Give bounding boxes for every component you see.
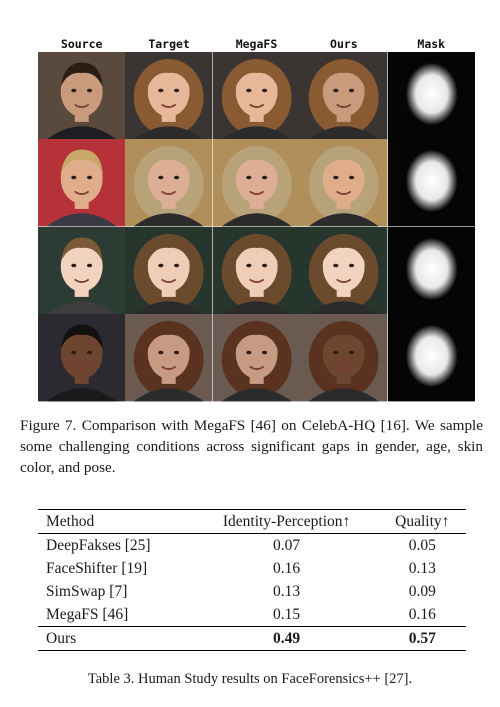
figure-7-grid: Source Target MegaFS Ours Mask — [38, 36, 475, 402]
row-quality: 0.13 — [408, 560, 436, 577]
image-row — [38, 139, 475, 227]
ours-image — [300, 52, 388, 140]
mask-image — [387, 52, 475, 140]
source-image — [38, 314, 126, 402]
header-method: Method — [46, 513, 95, 530]
table-row-ours: Ours 0.49 0.57 — [38, 626, 466, 651]
row-quality: 0.16 — [408, 606, 436, 623]
ours-image — [300, 314, 388, 402]
results-table: Method Identity-Perception↑ Quality↑ Dee… — [38, 509, 466, 651]
header-quality: Quality↑ — [395, 513, 450, 530]
megafs-image — [212, 226, 301, 315]
image-row — [38, 226, 475, 315]
target-image — [125, 314, 213, 402]
source-image — [38, 226, 126, 315]
ours-method: Ours — [46, 630, 77, 647]
column-header-megafs: MegaFS — [235, 37, 278, 51]
target-image — [125, 139, 213, 227]
row-quality: 0.05 — [408, 537, 436, 554]
ours-image — [300, 139, 388, 227]
image-row — [38, 52, 475, 140]
table-row: SimSwap [7] 0.13 0.09 — [38, 580, 466, 603]
row-method: SimSwap [7] — [46, 583, 128, 600]
mask-image — [387, 226, 475, 315]
megafs-image — [212, 314, 301, 402]
row-identity: 0.13 — [272, 583, 301, 600]
header-identity: Identity-Perception↑ — [222, 513, 351, 530]
row-method: FaceShifter [19] — [46, 560, 148, 577]
table-row: MegaFS [46] 0.15 0.16 — [38, 603, 466, 627]
figure-7-label: Figure 7. — [20, 417, 77, 434]
table-row: FaceShifter [19] 0.16 0.13 — [38, 557, 466, 580]
figure-7-caption: Figure 7. Comparison with MegaFS [46] on… — [20, 415, 483, 478]
source-image — [38, 52, 126, 140]
megafs-image — [212, 52, 301, 140]
image-row — [38, 314, 475, 402]
row-identity: 0.15 — [272, 606, 301, 623]
table-header-row: Method Identity-Perception↑ Quality↑ — [38, 509, 466, 534]
row-method: DeepFakses [25] — [46, 537, 151, 554]
row-identity: 0.07 — [272, 537, 301, 554]
row-identity: 0.16 — [272, 560, 301, 577]
figure-7-text: Comparison with MegaFS [46] on CelebA-HQ… — [20, 417, 484, 476]
ours-identity: 0.49 — [272, 630, 301, 647]
row-method: MegaFS [46] — [46, 606, 129, 623]
source-image — [38, 139, 126, 227]
target-image — [125, 52, 213, 140]
column-header-target: Target — [148, 37, 190, 51]
column-header-source: Source — [60, 37, 103, 51]
table-3-caption: Table 3. Human Study results on FaceFore… — [87, 671, 413, 687]
ours-quality: 0.57 — [408, 630, 436, 647]
image-rows — [38, 52, 475, 402]
table-row: DeepFakses [25] 0.07 0.05 — [38, 534, 466, 558]
mask-image — [387, 314, 475, 402]
row-quality: 0.09 — [408, 583, 436, 600]
target-image — [125, 226, 213, 315]
mask-image — [387, 139, 475, 227]
column-header-ours: Ours — [330, 37, 358, 51]
column-headers: Source Target MegaFS Ours Mask — [38, 36, 475, 52]
ours-image — [300, 226, 388, 315]
column-header-mask: Mask — [417, 37, 446, 51]
megafs-image — [212, 139, 301, 227]
